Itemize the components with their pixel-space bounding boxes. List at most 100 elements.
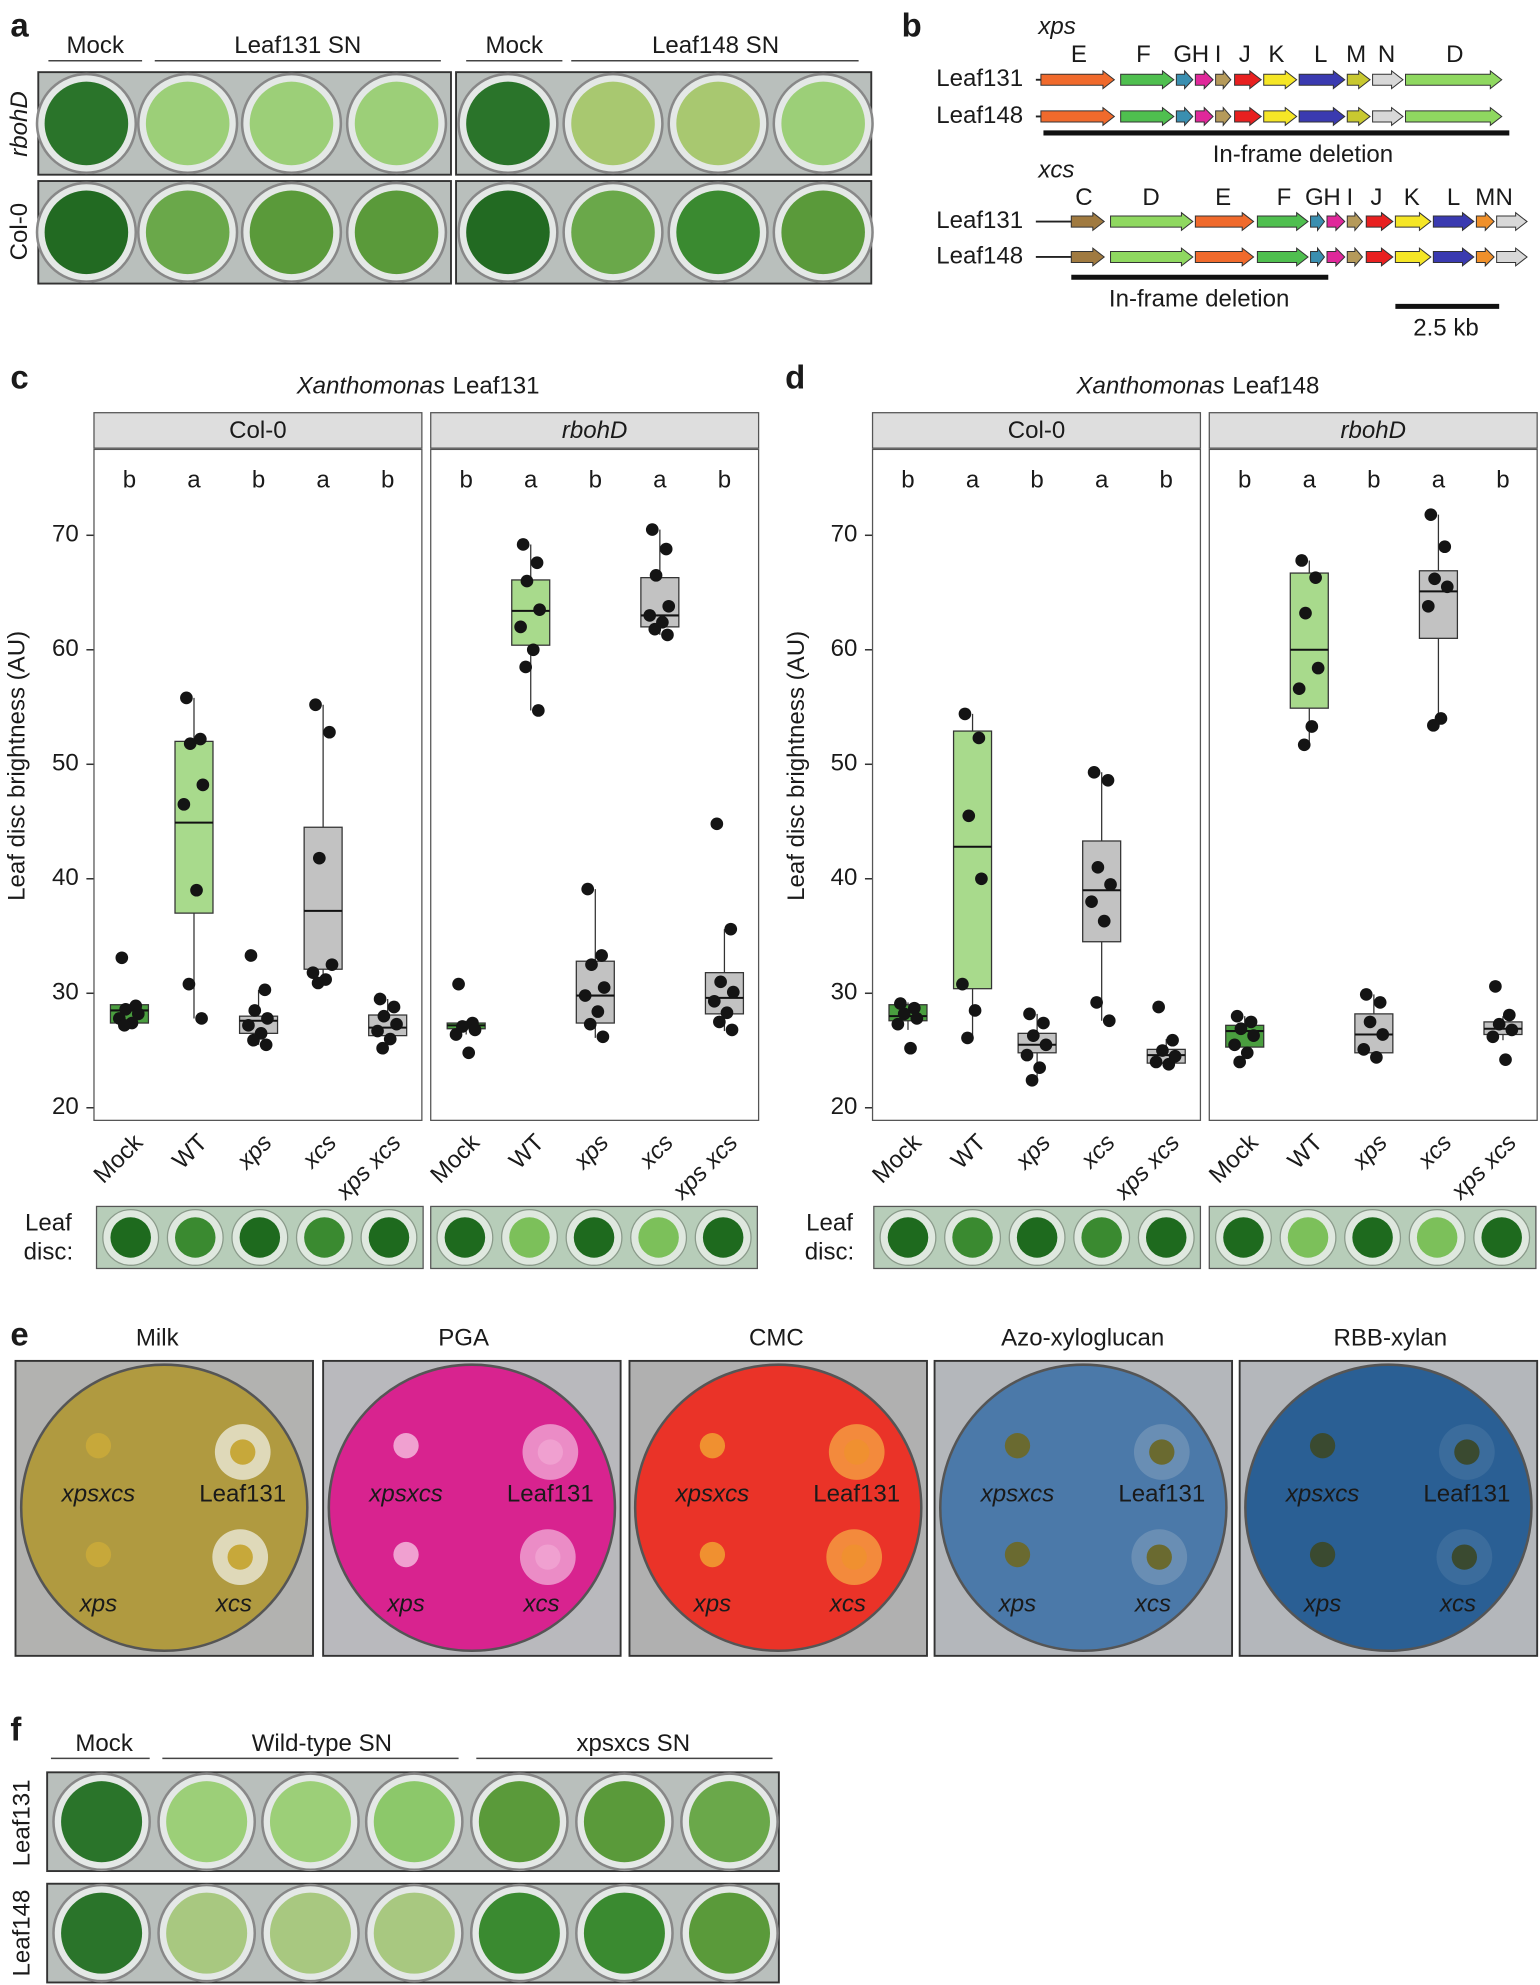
leaf-disc — [688, 1781, 770, 1863]
medium-title: Milk — [136, 1325, 180, 1352]
cluster-name: xps — [1037, 13, 1075, 40]
medium-title: PGA — [438, 1325, 489, 1352]
colony — [393, 1541, 419, 1568]
data-point — [583, 1017, 597, 1031]
leaf-disc — [1416, 1217, 1458, 1258]
data-point — [891, 1017, 905, 1031]
strain-label: Leaf131 — [936, 207, 1023, 234]
significance-letter: a — [187, 466, 201, 493]
gene-arrow — [1310, 246, 1326, 268]
colony — [1454, 1439, 1480, 1465]
data-point — [1101, 773, 1115, 787]
gene-arrow — [1475, 246, 1495, 268]
title-strain: Leaf131 — [453, 373, 540, 400]
significance-letter: b — [1238, 466, 1251, 493]
x-tick-label: xcs — [633, 1129, 678, 1174]
leaf-disc — [61, 1892, 143, 1974]
panel-letter: c — [10, 358, 28, 395]
x-tick-label: WT — [504, 1129, 550, 1175]
data-point — [578, 989, 592, 1002]
significance-letter: b — [1496, 466, 1509, 493]
gene-arrow — [1070, 211, 1106, 232]
significance-letter: a — [316, 466, 330, 493]
data-point — [1309, 571, 1322, 584]
agar-plate — [939, 1363, 1228, 1653]
data-point — [383, 1032, 397, 1046]
leaf-disc — [61, 1781, 143, 1863]
leaf-disc — [1223, 1217, 1264, 1258]
column-label: Mock — [67, 32, 125, 59]
facet-header — [430, 412, 760, 449]
data-point — [183, 737, 197, 750]
data-point — [1233, 1055, 1246, 1069]
strain-label: xcs — [1134, 1591, 1171, 1618]
leaf-disc — [145, 81, 230, 166]
leaf-disc-label: disc: — [805, 1239, 854, 1266]
data-point — [193, 732, 207, 746]
column-label: Leaf131 SN — [234, 32, 361, 59]
data-point — [115, 951, 129, 965]
leaf-disc — [44, 81, 129, 166]
data-point — [180, 691, 193, 705]
y-tick-label: 50 — [52, 750, 79, 777]
gene-arrow — [1120, 69, 1175, 90]
data-point — [1357, 1043, 1371, 1056]
scale-label: 2.5 kb — [1413, 315, 1479, 342]
x-tick-label: xcs — [1075, 1129, 1120, 1174]
data-point — [259, 1038, 273, 1052]
leaf-disc — [1481, 1217, 1522, 1258]
data-point — [373, 992, 387, 1006]
significance-letter: b — [123, 466, 136, 493]
data-point — [533, 603, 546, 617]
gene-arrow — [1040, 69, 1116, 90]
gene-arrow — [1404, 106, 1503, 127]
leaf-disc — [249, 190, 334, 275]
significance-letter: a — [1432, 466, 1446, 493]
x-tick-label: xps xcs — [1445, 1129, 1522, 1206]
data-point — [1438, 540, 1452, 554]
leaf-disc — [145, 190, 230, 275]
gene-arrow — [1040, 106, 1116, 127]
strain-label: xps — [1303, 1591, 1341, 1618]
gene-letter: M — [1475, 184, 1495, 211]
row-label: Col-0 — [6, 203, 33, 260]
data-point — [371, 1024, 384, 1038]
colony — [1309, 1541, 1336, 1568]
data-point — [1149, 1055, 1163, 1069]
x-tick-label: WT — [1283, 1129, 1329, 1175]
leaf-disc — [466, 81, 550, 166]
colony — [1149, 1439, 1175, 1465]
colony — [535, 1544, 561, 1570]
leaf-disc — [269, 1892, 351, 1974]
panel-letter: a — [10, 7, 29, 44]
gene-letter: J — [1239, 41, 1251, 68]
significance-letter: a — [966, 466, 980, 493]
gene-letter: I — [1215, 41, 1222, 68]
y-tick-label: 60 — [831, 635, 858, 662]
data-point — [910, 1012, 924, 1025]
data-point — [1033, 1061, 1046, 1075]
leaf-disc-label: disc: — [24, 1239, 73, 1266]
data-point — [261, 1012, 274, 1025]
data-point — [1090, 996, 1103, 1009]
data-point — [1297, 738, 1311, 752]
facet-header — [871, 412, 1202, 449]
facet-title: Col-0 — [1008, 417, 1065, 444]
gene-arrow — [1194, 69, 1214, 90]
strain-label: Leaf131 — [1118, 1480, 1205, 1507]
data-point — [596, 1030, 610, 1044]
y-tick-label: 70 — [52, 521, 79, 548]
y-tick-label: 30 — [831, 979, 858, 1006]
data-point — [1295, 554, 1309, 567]
facet-title: rbohD — [562, 417, 628, 444]
data-point — [1228, 1038, 1241, 1052]
data-point — [190, 883, 203, 897]
data-point — [1102, 1014, 1116, 1028]
gene-letter: L — [1447, 184, 1460, 211]
data-point — [1311, 661, 1325, 675]
leaf-disc — [373, 1892, 455, 1974]
colony — [227, 1544, 253, 1570]
data-point — [1152, 1000, 1165, 1014]
significance-letter: b — [718, 466, 731, 493]
